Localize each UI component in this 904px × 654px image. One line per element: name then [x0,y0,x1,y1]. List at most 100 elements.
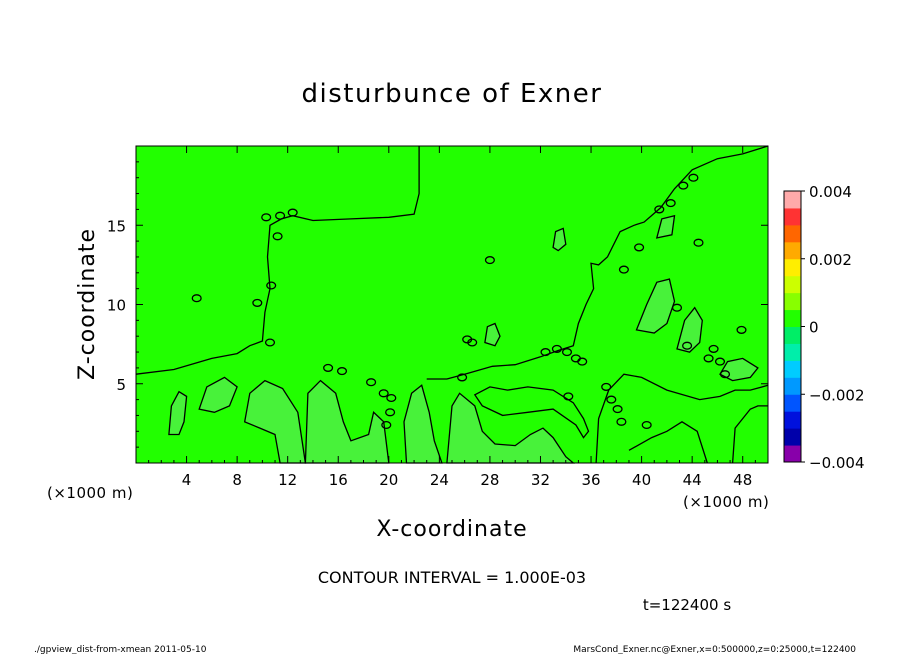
contour-line [628,421,708,464]
contour-loop [287,208,298,217]
x-axis-unit-left: (×1000 m) [47,484,133,502]
x-axis-unit-right: (×1000 m) [683,493,769,511]
colorbar-label: −0.004 [809,454,865,472]
contour-loop [693,238,704,247]
contour-loop [703,354,714,363]
contour-loop [323,363,334,372]
plot-area [135,145,769,464]
contour-loop [272,232,283,241]
contour-loop [563,392,574,401]
y-tick-label: 5 [116,376,126,394]
footer-right: MarsCond_Exner.nc@Exner,x=0:500000,z=0:2… [573,645,856,654]
contour-loop [678,181,689,190]
contour-line [635,278,676,334]
contour-loop [484,256,495,265]
contour-loop [654,205,665,214]
colorbar-band [784,411,801,429]
contour-line [403,384,443,464]
contour-loop [540,348,551,357]
x-tick-label: 4 [182,471,192,489]
contour-loop [381,420,392,430]
y-tick-label: 10 [107,297,126,315]
colorbar-band [784,343,801,361]
contour-line [304,379,390,464]
contour-loop [261,213,272,222]
contour-loop [336,367,348,376]
colorbar-band [784,191,801,209]
contour-line [168,390,188,436]
contour-loop [714,357,726,366]
colorbar-band [784,445,801,463]
footer-left: ./gpview_dist-from-xmean 2011-05-10 [34,645,207,654]
contour-line [198,376,238,413]
colorbar-label: 0 [809,319,819,337]
contour-line [446,392,576,464]
colorbar-label: −0.002 [809,386,865,404]
contour-loop [252,298,263,307]
x-tick-label: 20 [379,471,398,489]
contour-loop [561,348,573,357]
contour-line [552,227,567,252]
colorbar-band [784,394,801,412]
colorbar-label: 0.004 [809,183,852,201]
time-label: t=122400 s [643,596,731,614]
colorbar-band [784,258,801,277]
colorbar-band [784,360,801,378]
x-axis: 4 8 12 16 20 24 28 32 36 40 44 48 [148,146,756,489]
contour-loop [671,303,683,312]
contour-loop [275,211,286,220]
contour-loop [688,173,699,182]
contour-loop [386,393,397,403]
contour-fill-region [636,279,675,333]
contour-loop [366,378,377,387]
contour-line [676,306,703,353]
contour-loop [462,335,473,344]
contour-fill-region [484,323,500,346]
contour-loop [378,389,389,398]
contour-loop [385,408,396,417]
colorbar-band [784,309,801,327]
contour-loop [616,417,627,426]
colorbar-band [784,224,801,243]
colorbar-band [784,428,801,446]
contour-fill-region [404,385,442,463]
contour-loop [612,405,623,414]
contour-line [731,405,768,464]
y-axis-label: Z-coordinate [75,228,100,380]
contour-loop [551,344,562,353]
contour-loop [191,294,202,303]
y-tick-label: 15 [107,217,126,235]
contour-fill-region [446,393,574,463]
contour-loop [618,265,629,274]
contour-loop [665,199,676,208]
contour-fill-region [677,307,703,353]
contour-loop [264,338,276,347]
contour-line [243,379,307,464]
contour-loop [682,341,693,350]
contour-lines [135,145,769,464]
contour-loop [457,373,468,382]
colorbar-band [784,275,801,294]
colorbar-band [784,292,801,311]
colorbar-band [784,241,801,260]
contour-loop [708,344,719,353]
x-axis-label: X-coordinate [376,517,527,542]
x-tick-label: 8 [232,471,242,489]
contour-line [135,146,420,375]
contour-loop [606,395,617,404]
y-axis: 5 10 15 [107,161,768,448]
colorbar: 0.004 0.002 0 −0.002 −0.004 [783,183,865,472]
contour-fill-region [553,228,566,251]
contour-loop [601,382,612,391]
colorbar-band [784,207,801,226]
contour-line [719,357,759,382]
contour-line [484,322,501,347]
x-tick-label: 28 [480,471,499,489]
contour-line [655,214,676,239]
contour-loop [577,357,588,366]
contour-fill-region [305,380,389,463]
x-tick-label: 16 [329,471,348,489]
x-tick-label: 40 [632,471,651,489]
x-tick-label: 32 [531,471,550,489]
